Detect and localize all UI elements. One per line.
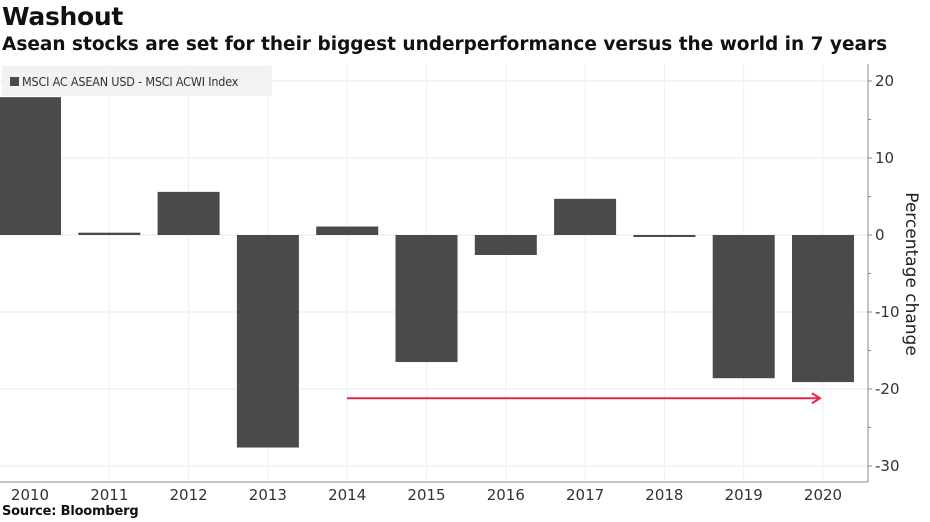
x-tick-label: 2018 xyxy=(645,486,683,504)
x-tick-label: 2011 xyxy=(90,486,128,504)
y-tick-label: -20 xyxy=(875,380,900,398)
bar-2018 xyxy=(633,235,696,237)
legend-swatch xyxy=(10,76,19,86)
x-tick-label: 2010 xyxy=(11,486,49,504)
x-tick-label: 2019 xyxy=(725,486,763,504)
x-tick-label: 2013 xyxy=(249,486,287,504)
x-tick-label: 2017 xyxy=(566,486,604,504)
y-tick-label: 20 xyxy=(875,72,894,90)
bar-2015 xyxy=(395,235,458,363)
bar-2017 xyxy=(554,198,617,235)
y-tick-labels: 20 10 0 -10 -20 -30 xyxy=(875,72,900,475)
annotation-arrow-head xyxy=(811,392,822,405)
x-tick-label: 2015 xyxy=(407,486,445,504)
bar-2012 xyxy=(157,191,220,235)
bar-2020 xyxy=(792,235,854,383)
y-tick-label: -10 xyxy=(875,303,900,321)
x-tick-label: 2014 xyxy=(328,486,366,504)
bar-2010 xyxy=(0,97,61,235)
annotations xyxy=(347,392,822,405)
x-tick-label: 2016 xyxy=(487,486,525,504)
bar-2019 xyxy=(712,235,775,379)
y-axis-title: Percentage change xyxy=(901,192,921,356)
x-tick-label: 2020 xyxy=(804,486,842,504)
bars xyxy=(0,97,854,448)
chart-subtitle: Asean stocks are set for their biggest u… xyxy=(2,34,888,55)
axes xyxy=(0,64,872,483)
y-tick-label: -30 xyxy=(875,457,900,475)
y-tick-label: 0 xyxy=(875,226,885,244)
chart-title: Washout xyxy=(2,2,124,31)
x-tick-label: 2012 xyxy=(170,486,208,504)
source-note: Source: Bloomberg xyxy=(2,504,139,519)
bar-2016 xyxy=(474,235,537,256)
legend: MSCI AC ASEAN USD - MSCI ACWI Index xyxy=(2,66,272,96)
legend-label: MSCI AC ASEAN USD - MSCI ACWI Index xyxy=(22,73,239,89)
bar-2011 xyxy=(78,232,141,235)
y-tick-label: 10 xyxy=(875,149,894,167)
x-tick-labels: 2010 2011 2012 2013 2014 2015 2016 2017 2018 2019… xyxy=(11,486,842,504)
bar-2014 xyxy=(316,226,379,235)
bar-2013 xyxy=(236,235,299,448)
